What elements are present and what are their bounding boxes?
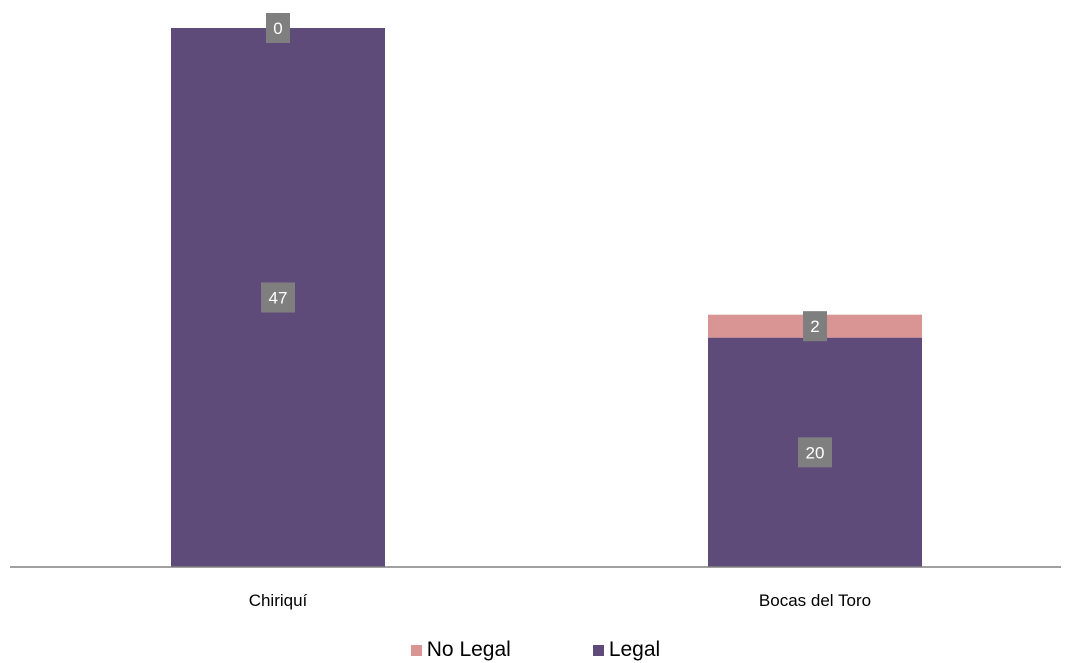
legend-item-no-legal: No Legal <box>410 638 511 662</box>
data-label-box <box>803 311 827 342</box>
x-tick-label-chiriqui: Chiriquí <box>249 591 308 610</box>
stacked-bar-chart: Chiriquí Bocas del Toro 47 0 20 2 <box>10 13 1061 610</box>
data-labels: 47 0 20 2 <box>261 13 832 468</box>
x-tick-label-bocas-del-toro: Bocas del Toro <box>759 591 871 610</box>
data-label-legal-bocas-del-toro: 20 <box>798 437 832 468</box>
data-label-value: 47 <box>269 289 288 308</box>
data-label-box <box>266 13 290 43</box>
data-label-no-legal-bocas-del-toro: 2 <box>803 311 827 342</box>
legend-item-legal: Legal <box>592 638 661 662</box>
legend-label-legal: Legal <box>608 638 661 661</box>
data-label-no-legal-chiriqui: 0 <box>266 13 290 43</box>
data-label-value: 20 <box>806 443 825 462</box>
legend-swatch-no-legal <box>410 644 422 656</box>
legend: No Legal Legal <box>0 638 1071 662</box>
legend-label-no-legal: No Legal <box>426 638 511 661</box>
data-label-value: 0 <box>273 19 282 38</box>
data-label-box <box>798 437 832 468</box>
data-label-value: 2 <box>810 317 819 336</box>
data-label-legal-chiriqui: 47 <box>261 282 295 313</box>
legend-swatch-legal <box>592 644 604 656</box>
x-tick-labels: Chiriquí Bocas del Toro <box>249 591 871 610</box>
data-label-box <box>261 282 295 313</box>
